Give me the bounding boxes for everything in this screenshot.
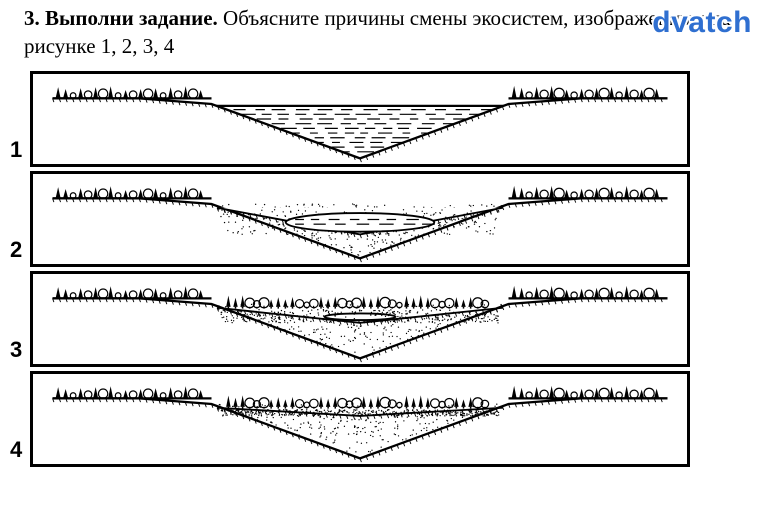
diagram-row: 4 <box>10 371 770 467</box>
diagram-container: 1 2 3 4 <box>0 71 770 467</box>
question-number: 3. <box>24 6 40 30</box>
question-text: 3. Выполни задание. Объясните причины см… <box>0 0 770 61</box>
diagram-row: 2 <box>10 171 770 267</box>
diagram-stage-3 <box>30 271 690 367</box>
diagram-row: 3 <box>10 271 770 367</box>
diagram-stage-1 <box>30 71 690 167</box>
diagram-row: 1 <box>10 71 770 167</box>
diagram-label: 3 <box>10 339 26 367</box>
question-bold: Выполни задание. <box>45 6 218 30</box>
diagram-label: 2 <box>10 239 26 267</box>
diagram-label: 1 <box>10 139 26 167</box>
diagram-stage-2 <box>30 171 690 267</box>
diagram-label: 4 <box>10 439 26 467</box>
diagram-stage-4 <box>30 371 690 467</box>
